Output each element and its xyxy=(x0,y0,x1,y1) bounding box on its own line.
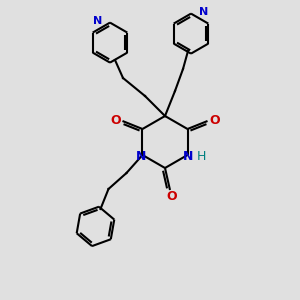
Text: O: O xyxy=(110,113,121,127)
Text: O: O xyxy=(167,190,177,203)
Text: N: N xyxy=(199,7,208,17)
Text: O: O xyxy=(209,113,220,127)
Text: N: N xyxy=(183,151,194,164)
Text: N: N xyxy=(136,151,147,164)
Text: N: N xyxy=(93,16,102,26)
Text: H: H xyxy=(197,151,206,164)
